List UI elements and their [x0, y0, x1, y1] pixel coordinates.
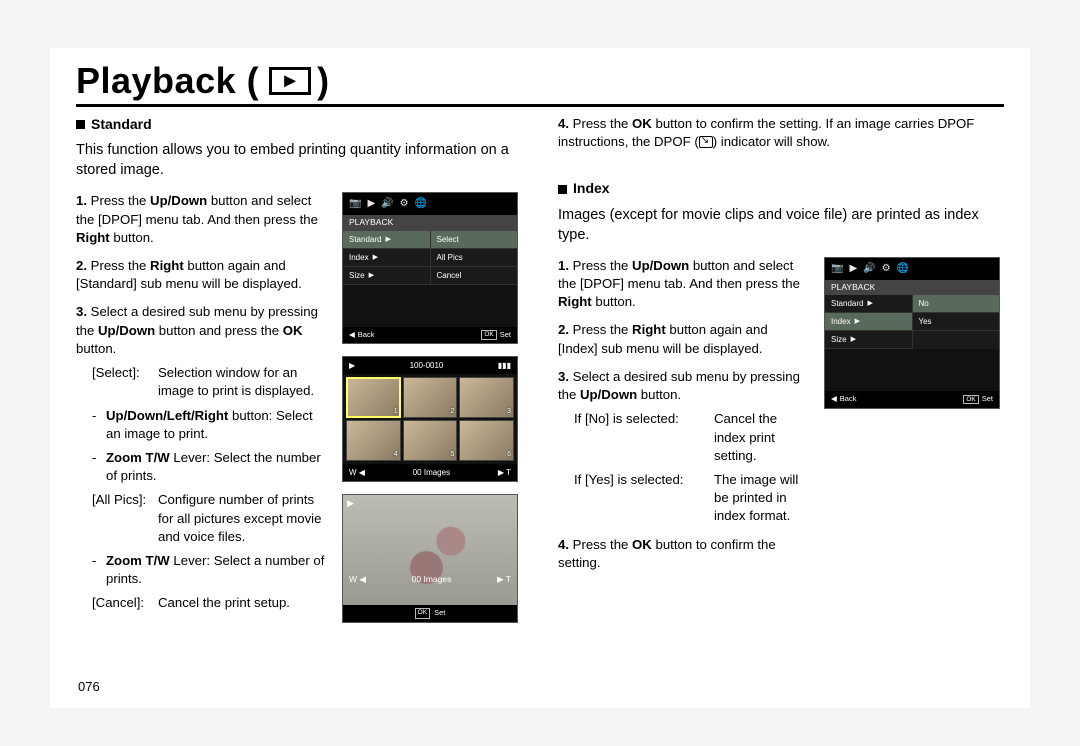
lcd-single-photo: ▶ W ◀ 00 Images ▶ T OKSet	[342, 494, 518, 622]
lcd-thumbnail-grid: ▶100-0010▮▮▮ W ◀ 00 Images ▶ T	[342, 356, 518, 482]
allpics-dash: Zoom T/W Lever: Select a number of print…	[106, 552, 328, 588]
select-dash-2: Zoom T/W Lever: Select the number of pri…	[106, 449, 328, 485]
allpics-val: Configure number of prints for all pictu…	[158, 491, 328, 546]
index-yes-val: The image will be printed in index forma…	[714, 471, 810, 526]
page-title-row: Playback ( ► )	[76, 60, 1004, 107]
lcd-menu-item: Index▶	[343, 249, 430, 267]
index-step-1: 1. Press the Up/Down button and select t…	[558, 257, 810, 312]
cancel-val: Cancel the print setup.	[158, 594, 290, 612]
page-title: Playback (	[76, 60, 259, 102]
standard-intro: This function allows you to embed printi…	[76, 140, 522, 180]
lcd-menu-title: PLAYBACK	[825, 280, 999, 296]
select-dash-1: Up/Down/Left/Right button: Select an ima…	[106, 407, 328, 443]
index-step-4: 4. Press the OK button to confirm the se…	[558, 536, 810, 572]
dpof-icon	[699, 136, 713, 148]
lcd-menu-item: Size▶	[343, 267, 430, 285]
index-intro: Images (except for movie clips and voice…	[558, 205, 1004, 245]
lcd-menu-standard: 📷▶🔊⚙🌐 PLAYBACK Standard▶ Index▶ Size▶ Se…	[342, 192, 518, 344]
section-heading-index: Index	[558, 179, 1004, 198]
lcd-menu-title: PLAYBACK	[343, 215, 517, 231]
standard-step-4: 4. Press the OK button to confirm the se…	[558, 115, 1004, 151]
right-column: 4. Press the OK button to confirm the se…	[558, 115, 1004, 623]
lcd-menu-item: Cancel	[431, 267, 518, 285]
page-number: 076	[78, 679, 100, 694]
lcd-menu-item: Standard▶	[343, 231, 430, 249]
play-icon: ►	[269, 67, 311, 95]
lcd-menu-item: All Pics	[431, 249, 518, 267]
index-yes-key: If [Yes] is selected:	[574, 471, 706, 489]
select-val: Selection window for an image to print i…	[158, 364, 328, 400]
select-key: [Select]:	[92, 364, 150, 382]
lcd-menu-item: Size▶	[825, 331, 912, 349]
manual-page: Playback ( ► ) Standard This function al…	[50, 48, 1030, 708]
lcd-menu-item: Standard▶	[825, 295, 912, 313]
standard-step-1: 1. Press the Up/Down button and select t…	[76, 192, 328, 247]
index-step-3: 3. Select a desired sub menu by pressing…	[558, 368, 810, 526]
index-no-val: Cancel the index print setting.	[714, 410, 810, 465]
lcd-menu-item: Yes	[913, 313, 1000, 331]
left-column: Standard This function allows you to emb…	[76, 115, 522, 623]
lcd-menu-item: Index▶	[825, 313, 912, 331]
lcd-menu-item: Select	[431, 231, 518, 249]
index-no-key: If [No] is selected:	[574, 410, 706, 428]
page-title-close: )	[317, 60, 330, 102]
allpics-key: [All Pics]:	[92, 491, 150, 509]
lcd-menu-item: No	[913, 295, 1000, 313]
section-heading-standard: Standard	[76, 115, 522, 134]
cancel-key: [Cancel]:	[92, 594, 150, 612]
standard-step-3: 3. Select a desired sub menu by pressing…	[76, 303, 328, 612]
lcd-menu-index: 📷▶🔊⚙🌐 PLAYBACK Standard▶ Index▶ Size▶ No…	[824, 257, 1000, 409]
index-step-2: 2. Press the Right button again and [Ind…	[558, 321, 810, 357]
standard-step-2: 2. Press the Right button again and [Sta…	[76, 257, 328, 293]
